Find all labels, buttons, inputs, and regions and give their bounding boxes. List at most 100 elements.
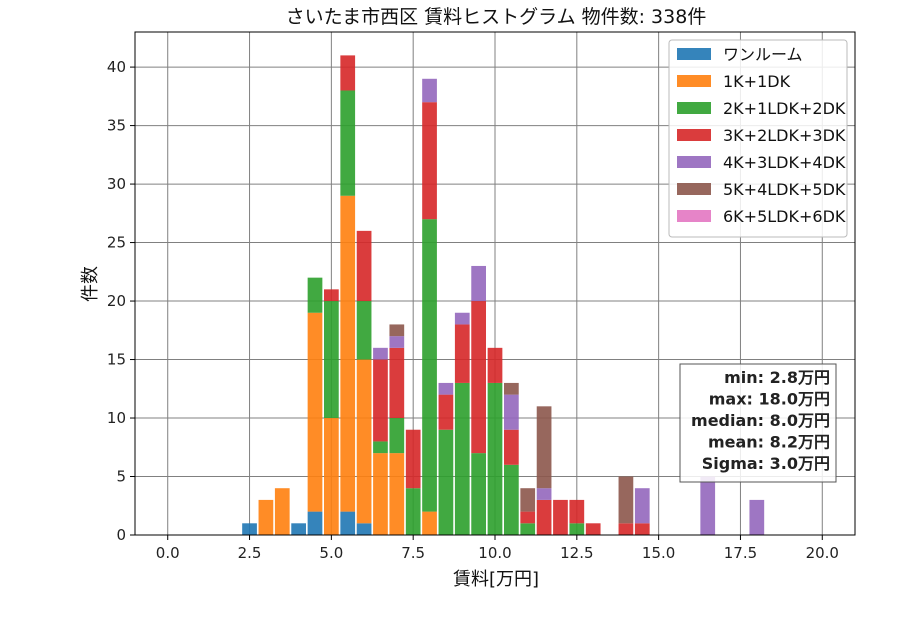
bar-segment: [389, 347, 405, 419]
bar-segment: [307, 312, 323, 512]
y-tick-label: 15: [107, 351, 126, 369]
y-tick-label: 0: [116, 526, 126, 544]
legend-swatch: [677, 75, 711, 87]
bar-segment: [749, 499, 765, 535]
legend-swatch: [677, 183, 711, 195]
legend-label: 6K+5LDK+6DK: [723, 207, 846, 226]
legend-swatch: [677, 48, 711, 60]
legend-label: 3K+2LDK+3DK: [723, 126, 846, 145]
bar-segment: [471, 301, 486, 454]
x-tick-label: 20.0: [806, 544, 839, 562]
bar-segment: [307, 511, 323, 535]
bar-segment: [307, 277, 323, 313]
bar-segment: [471, 265, 486, 302]
bars-layer: [242, 55, 765, 535]
bar-segment: [438, 394, 454, 430]
legend-label: ワンルーム: [723, 45, 803, 64]
bar-segment: [569, 499, 585, 524]
bar-segment: [356, 523, 372, 535]
bar-segment: [536, 488, 552, 500]
legend-swatch: [677, 129, 711, 141]
bar-segment: [454, 324, 470, 383]
bar-segment: [504, 394, 519, 430]
y-tick-label: 25: [107, 234, 126, 252]
bar-segment: [389, 418, 405, 454]
stats-line: mean: 8.2万円: [708, 433, 830, 452]
stats-box: min: 2.8万円 max: 18.0万円 median: 8.0万円 mean: …: [679, 363, 837, 483]
bar-segment: [422, 78, 437, 103]
legend: ワンルーム 1K+1DK 2K+1LDK+2DK 3K+2LDK+3DK 4K+3LDK…: [668, 39, 848, 238]
bar-segment: [585, 523, 601, 535]
bar-segment: [438, 429, 454, 535]
bar-segment: [324, 418, 339, 535]
bar-segment: [520, 488, 536, 512]
bar-segment: [520, 511, 536, 524]
y-tick-label: 10: [107, 409, 126, 427]
bar-segment: [634, 523, 650, 535]
bar-segment: [389, 453, 405, 535]
bar-segment: [618, 476, 634, 524]
x-axis-label: 賃料[万円]: [453, 569, 539, 590]
legend-box: [668, 39, 848, 238]
x-tick-label: 0.0: [156, 544, 180, 562]
bar-segment: [340, 90, 356, 196]
bar-segment: [258, 499, 274, 535]
y-tick-label: 20: [107, 292, 126, 310]
y-axis-label: 件数: [80, 266, 101, 302]
y-tick-label: 35: [107, 117, 126, 135]
y-axis-ticks: 0 5 10 15 20 25 30 35 40: [107, 58, 135, 544]
legend-label: 5K+4LDK+5DK: [723, 180, 846, 199]
bar-segment: [356, 230, 372, 302]
x-tick-label: 10.0: [478, 544, 511, 562]
bar-segment: [324, 301, 339, 419]
chart-title: さいたま市西区 賃料ヒストグラム 物件数: 338件: [286, 6, 707, 28]
y-tick-label: 30: [107, 175, 126, 193]
bar-segment: [520, 523, 536, 535]
bar-segment: [536, 406, 552, 489]
bar-segment: [373, 347, 388, 360]
legend-label: 1K+1DK: [723, 72, 791, 91]
bar-segment: [291, 523, 306, 535]
bar-segment: [389, 336, 405, 348]
y-tick-label: 40: [107, 58, 126, 76]
bar-segment: [504, 464, 519, 535]
bar-segment: [438, 382, 454, 395]
legend-label: 4K+3LDK+4DK: [723, 153, 846, 172]
y-tick-label: 5: [116, 468, 126, 486]
x-tick-label: 7.5: [401, 544, 425, 562]
stats-line: min: 2.8万円: [724, 368, 830, 387]
bar-segment: [634, 488, 650, 524]
bar-segment: [389, 324, 405, 337]
legend-label: 2K+1LDK+2DK: [723, 99, 846, 118]
x-axis-ticks: 0.0 2.5 5.0 7.5 10.0 12.5 15.0 17.5 20.0: [156, 535, 839, 562]
bar-segment: [422, 102, 437, 220]
x-tick-label: 17.5: [724, 544, 757, 562]
stats-frame: [679, 363, 837, 483]
legend-swatch: [677, 102, 711, 114]
bar-segment: [274, 488, 290, 535]
x-tick-label: 12.5: [560, 544, 593, 562]
bar-segment: [373, 441, 388, 454]
bar-segment: [405, 429, 421, 489]
bar-segment: [340, 511, 356, 535]
legend-swatch: [677, 210, 711, 222]
bar-segment: [340, 55, 356, 91]
bar-segment: [340, 195, 356, 512]
x-tick-label: 15.0: [642, 544, 675, 562]
bar-segment: [373, 359, 388, 442]
bar-segment: [536, 499, 552, 535]
bar-segment: [454, 312, 470, 325]
bar-segment: [569, 523, 585, 535]
bar-segment: [504, 382, 519, 395]
stats-line: Sigma: 3.0万円: [702, 454, 830, 473]
bar-segment: [487, 347, 503, 383]
bar-segment: [373, 453, 388, 535]
bar-segment: [422, 219, 437, 512]
x-tick-label: 2.5: [238, 544, 262, 562]
bar-segment: [618, 523, 634, 535]
bar-segment: [553, 499, 568, 535]
x-tick-label: 5.0: [319, 544, 343, 562]
bar-segment: [471, 453, 486, 535]
bar-segment: [487, 382, 503, 535]
